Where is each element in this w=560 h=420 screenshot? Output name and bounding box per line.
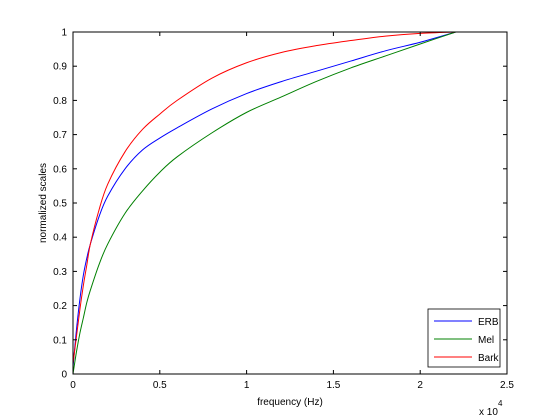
y-tick-label: 0.3 [53,267,67,278]
x-exponent-power: 4 [498,399,503,408]
x-tick-label: 0 [70,380,76,391]
x-tick-label: 0.5 [153,380,167,391]
y-tick-label: 0.2 [53,301,67,312]
legend-label-bark: Bark [478,353,500,364]
x-tick-label: 2.5 [500,380,514,391]
series-line-erb [72,31,456,368]
x-tick-label: 1 [244,380,250,391]
y-axis-label: normalized scales [38,163,49,243]
series-layer [72,31,456,375]
y-tick-label: 0.7 [53,130,67,141]
y-tick-label: 0.4 [53,233,67,244]
legend-label-erb: ERB [478,317,499,328]
series-line-bark [72,31,456,364]
tick-layer: 0 0.5 1 1.5 2 2.5 0 0.1 0.2 0.3 0.4 0.5 0.6 0.7 0.8 0.9… [53,28,514,392]
y-tick-label: 0.1 [53,335,67,346]
x-tick-label: 2 [417,380,423,391]
y-tick-label: 0.5 [53,199,67,210]
legend-label-mel: Mel [478,335,494,346]
y-tick-label: 0.9 [53,62,67,73]
x-axis-label: frequency (Hz) [257,397,323,408]
y-tick-label: 0.8 [53,96,67,107]
series-line-mel [72,31,456,375]
x-exponent-label: x 10 [479,407,498,418]
y-tick-label: 1 [61,28,67,39]
y-tick-label: 0 [61,370,67,381]
x-tick-label: 1.5 [326,380,340,391]
y-tick-label: 0.6 [53,164,67,175]
legend: ERB Mel Bark [427,308,501,368]
